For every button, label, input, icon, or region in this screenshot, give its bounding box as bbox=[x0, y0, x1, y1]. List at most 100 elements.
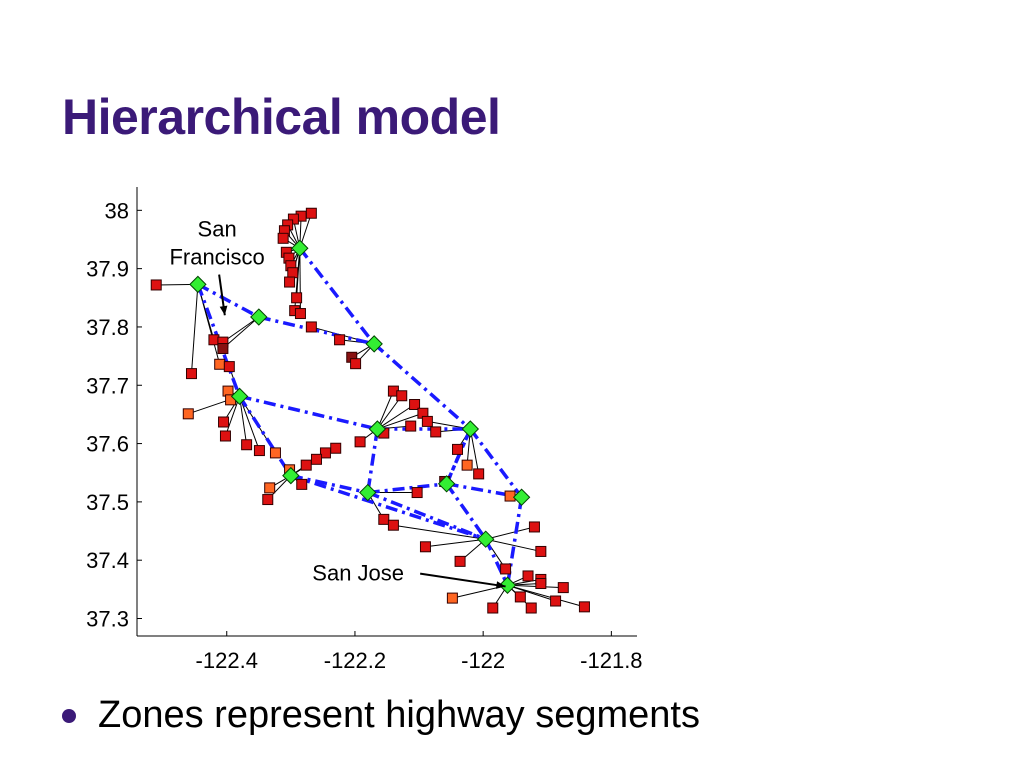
zone-marker bbox=[300, 459, 312, 471]
zone-marker bbox=[284, 276, 296, 288]
zone-marker bbox=[287, 267, 299, 279]
zone-marker bbox=[411, 487, 423, 499]
zone-marker bbox=[264, 482, 276, 494]
zone-marker bbox=[535, 545, 547, 557]
zone-marker bbox=[241, 439, 253, 451]
annotation-label: San bbox=[198, 217, 237, 242]
zone-marker bbox=[217, 343, 229, 355]
spoke-line bbox=[393, 524, 486, 540]
zone-marker bbox=[514, 591, 526, 603]
chart-plot-area: San Francisco San Jose bbox=[150, 207, 590, 614]
zone-marker bbox=[296, 478, 308, 490]
zone-marker bbox=[319, 447, 331, 459]
zone-marker bbox=[522, 570, 534, 582]
y-tick-label: 37.9 bbox=[86, 257, 129, 282]
bullet-text: Zones represent highway segments bbox=[98, 694, 700, 736]
zone-marker bbox=[409, 399, 421, 411]
zone-marker bbox=[310, 453, 322, 465]
arrowhead-icon bbox=[495, 581, 506, 589]
hub-marker bbox=[250, 308, 268, 326]
backbone-line bbox=[484, 538, 510, 587]
hub-marker bbox=[498, 576, 517, 594]
spoke-line bbox=[222, 316, 260, 349]
zone-marker bbox=[454, 555, 466, 567]
spoke-line bbox=[239, 396, 248, 445]
zone-marker bbox=[452, 443, 464, 455]
hub-marker bbox=[461, 420, 480, 438]
hub-marker bbox=[368, 420, 387, 438]
y-tick-label: 38 bbox=[105, 198, 129, 223]
zone-marker bbox=[330, 442, 342, 454]
hub-marker bbox=[189, 275, 207, 294]
zone-marker bbox=[219, 430, 231, 442]
backbone-line bbox=[366, 428, 380, 493]
zone-marker bbox=[473, 468, 485, 480]
zone-marker bbox=[305, 321, 317, 333]
slide-title: Hierarchical model bbox=[62, 89, 501, 145]
san-jose-annotation: San Jose bbox=[312, 561, 506, 589]
zone-marker bbox=[182, 408, 194, 420]
y-tick-label: 37.7 bbox=[86, 373, 129, 398]
y-tick-label: 37.6 bbox=[86, 432, 129, 457]
hub-marker bbox=[291, 239, 309, 257]
zone-marker bbox=[291, 292, 303, 304]
bullet-dot-icon bbox=[62, 708, 76, 723]
spoke-line bbox=[224, 396, 241, 437]
zone-marker bbox=[218, 416, 230, 428]
hub-marker bbox=[512, 488, 531, 506]
zone-marker bbox=[387, 519, 399, 531]
zone-marker bbox=[535, 578, 547, 590]
san-francisco-annotation: San Francisco bbox=[169, 217, 265, 316]
zone-marker bbox=[269, 447, 281, 459]
zone-marker bbox=[287, 213, 299, 225]
zone-marker bbox=[223, 361, 235, 373]
zone-marker bbox=[305, 207, 317, 219]
bullet-item: Zones represent highway segments bbox=[62, 694, 700, 737]
backbone-line bbox=[505, 496, 524, 586]
backbone-line bbox=[468, 427, 524, 499]
backbone-line bbox=[367, 490, 487, 541]
backbone-line bbox=[445, 428, 472, 485]
annotation-label: Francisco bbox=[169, 245, 264, 270]
backbone-line bbox=[367, 482, 447, 495]
zone-marker bbox=[500, 563, 512, 575]
annotation-label: San Jose bbox=[312, 561, 404, 586]
hub-marker bbox=[437, 475, 456, 493]
zone-marker bbox=[396, 390, 408, 402]
spoke-line bbox=[197, 284, 221, 365]
spoke-line bbox=[377, 412, 424, 430]
backbone-line bbox=[239, 394, 378, 431]
spoke-line bbox=[376, 390, 394, 430]
y-tick-label: 37.3 bbox=[86, 607, 129, 632]
spoke-line bbox=[469, 428, 480, 474]
zone-marker bbox=[214, 358, 226, 370]
zone-marker bbox=[578, 601, 590, 613]
backbone-line bbox=[298, 247, 376, 345]
zone-marker bbox=[419, 541, 431, 553]
backbone-line bbox=[238, 395, 293, 477]
zone-marker bbox=[504, 490, 516, 502]
zone-marker bbox=[446, 592, 458, 604]
zone-marker bbox=[334, 334, 346, 346]
zone-marker bbox=[557, 582, 569, 594]
zone-marker bbox=[185, 368, 197, 380]
hierarchical-model-chart: San Francisco San Jose 37.337.437.537.637.… bbox=[86, 187, 643, 673]
zone-marker bbox=[294, 308, 306, 320]
spoke-line bbox=[222, 316, 260, 343]
zone-marker bbox=[262, 494, 274, 506]
backbone-line bbox=[290, 473, 487, 541]
axes: 37.3 37.4 37.5 37.6 37.7 37.8 37.9 38 -122.4 -122… bbox=[86, 187, 643, 673]
zone-marker bbox=[354, 436, 366, 448]
x-tick-label: -121.8 bbox=[580, 648, 642, 673]
zone-marker bbox=[550, 595, 562, 607]
x-tick-label: -122 bbox=[461, 648, 505, 673]
zone-marker bbox=[150, 279, 162, 291]
spoke-line bbox=[376, 395, 403, 430]
spoke-line bbox=[299, 248, 301, 314]
spoke-line bbox=[190, 284, 199, 374]
zone-marker bbox=[487, 602, 499, 614]
zone-marker bbox=[350, 358, 362, 370]
hub-marker bbox=[359, 483, 377, 502]
zone-marker bbox=[405, 420, 417, 432]
hub-marker bbox=[230, 387, 249, 406]
